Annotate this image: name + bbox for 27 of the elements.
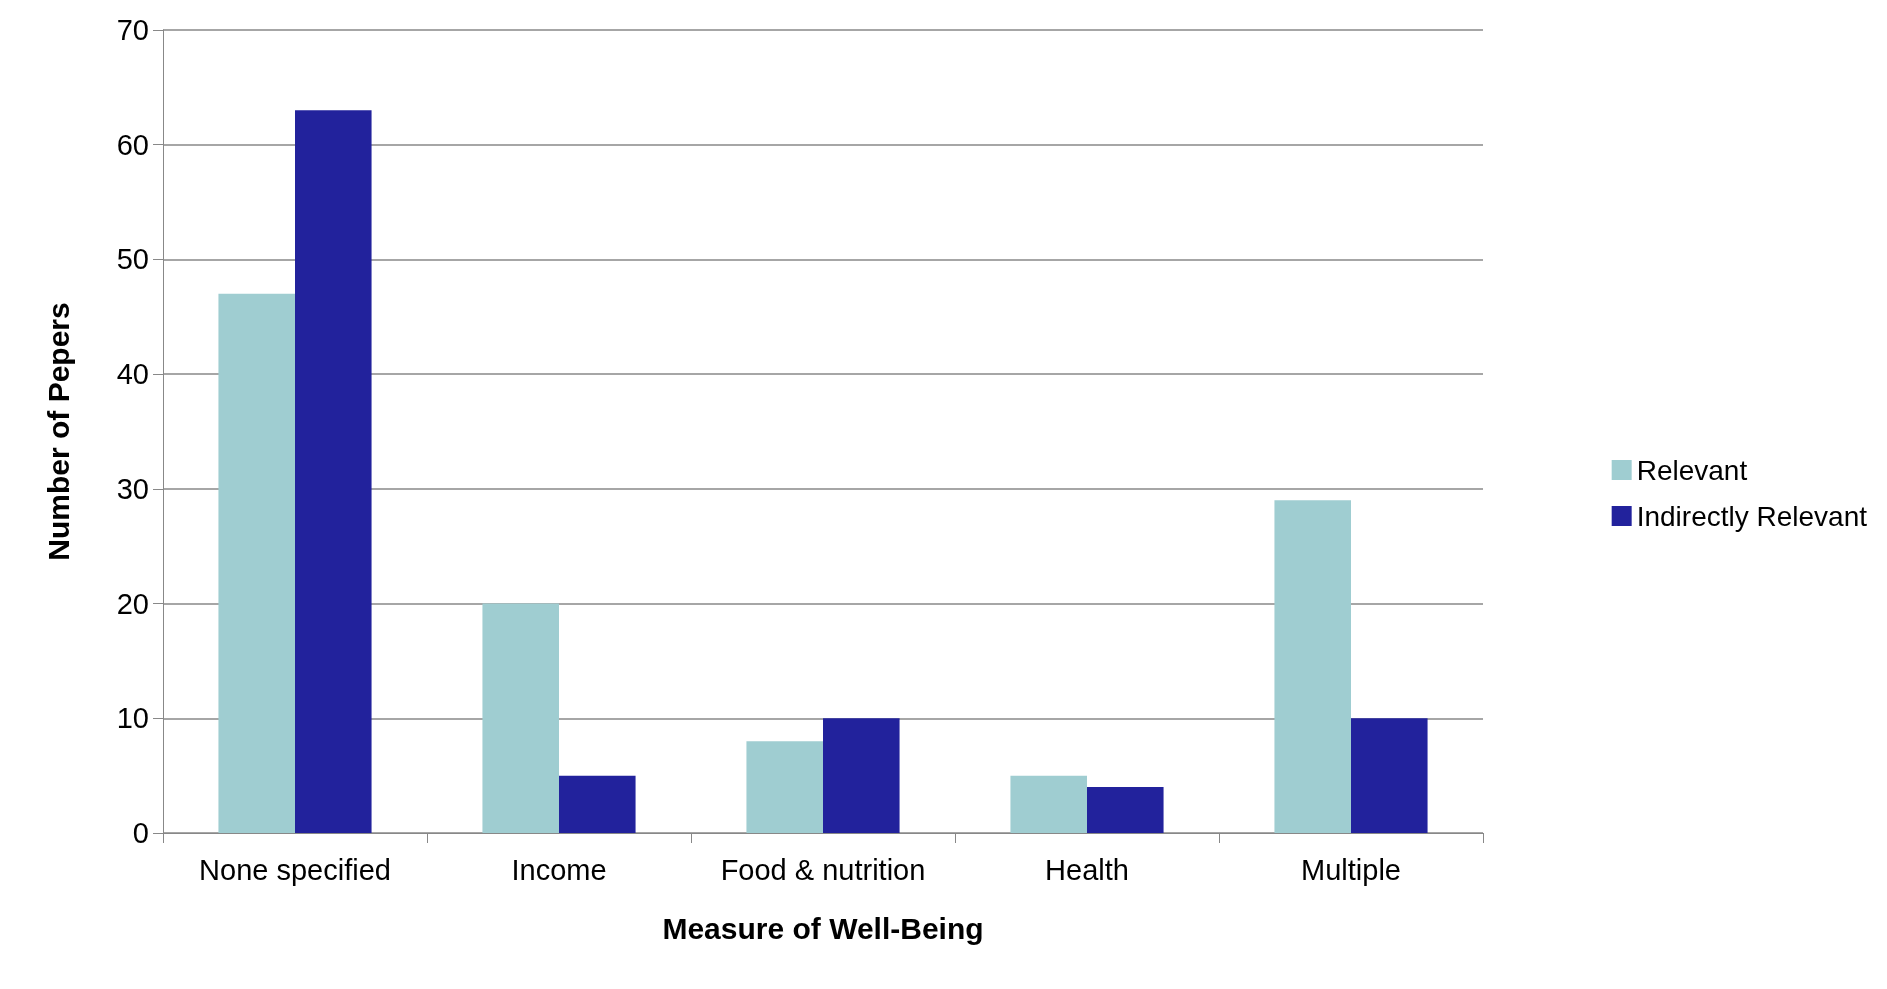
y-tick-label: 60 bbox=[116, 128, 149, 161]
x-axis-title: Measure of Well-Being bbox=[662, 911, 984, 945]
x-tick-label: Income bbox=[511, 853, 607, 886]
y-tick-label: 20 bbox=[116, 587, 149, 620]
bar bbox=[295, 110, 372, 833]
y-tick-label: 50 bbox=[116, 243, 149, 276]
bar bbox=[1010, 775, 1087, 833]
legend-label: Relevant bbox=[1636, 454, 1748, 486]
bar bbox=[1087, 787, 1164, 833]
x-tick-label: Health bbox=[1045, 853, 1129, 886]
bar bbox=[823, 718, 900, 833]
y-axis-title: Number of Pepers bbox=[41, 302, 75, 561]
bar bbox=[218, 293, 295, 833]
y-tick-label: 0 bbox=[132, 817, 149, 849]
bar bbox=[559, 775, 636, 833]
x-tick-label: None specified bbox=[199, 853, 391, 886]
bar bbox=[482, 603, 559, 833]
y-tick-label: 70 bbox=[116, 14, 149, 46]
bar bbox=[1274, 500, 1351, 833]
x-tick-label: Food & nutrition bbox=[720, 853, 926, 886]
bar bbox=[746, 741, 823, 833]
bar bbox=[1351, 718, 1428, 833]
legend-label: Indirectly Relevant bbox=[1636, 500, 1868, 532]
x-tick-label: Multiple bbox=[1301, 853, 1401, 886]
y-tick-label: 10 bbox=[116, 702, 149, 735]
y-tick-label: 30 bbox=[116, 472, 149, 505]
y-tick-label: 40 bbox=[116, 358, 149, 391]
